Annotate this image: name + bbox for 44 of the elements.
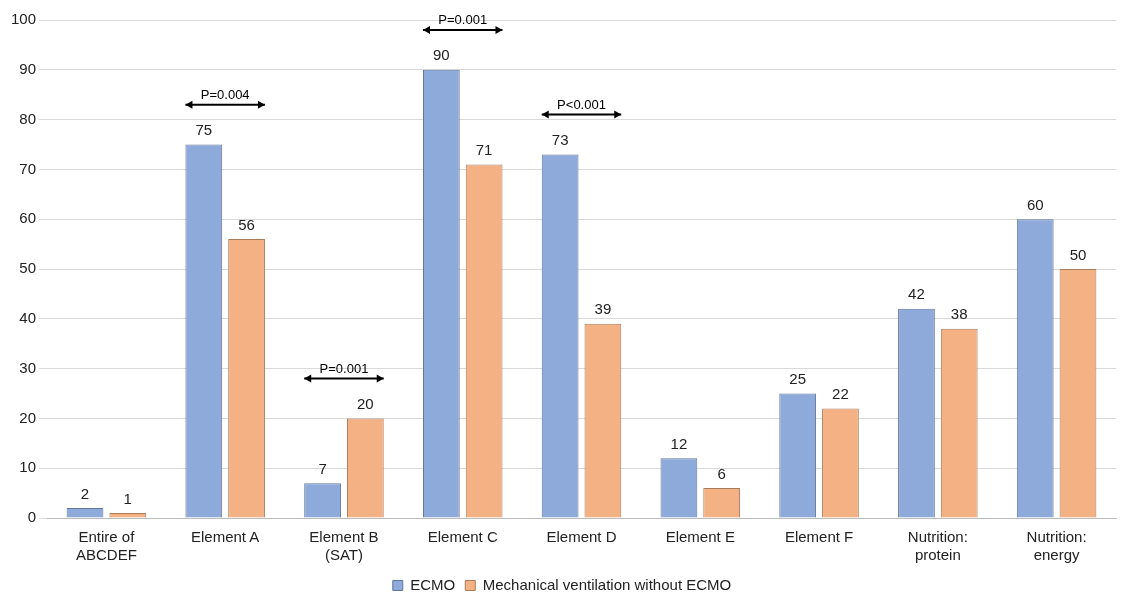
data-label: 73 [551,131,569,149]
data-label: 90 [433,46,450,64]
x-tick-label: Nutrition: protein [907,528,968,564]
annotation: P=0.001 [438,12,488,28]
x-tick-label: Element A [191,528,260,546]
data-label: 1 [123,489,132,507]
x-tick-label: Element F [784,528,854,546]
data-label: 75 [195,121,213,139]
annotation: P<0.001 [557,96,606,112]
annotation: P=0.004 [200,86,250,102]
data-label: 2 [80,484,90,502]
y-tick-label: 100 [11,10,37,28]
y-tick-label: 40 [19,308,37,326]
x-tick-label: Element B (SAT) [309,528,379,564]
x-tick-label: Entire of ABCDEF [75,528,137,564]
legend-label: ECMO [410,575,456,593]
data-label: 25 [789,370,807,388]
y-tick-label: 30 [19,358,37,376]
data-label: 56 [238,215,255,233]
y-tick-label: 70 [19,159,37,177]
x-tick-label: Element D [546,528,617,546]
data-label: 50 [1069,245,1087,263]
data-label: 71 [475,141,493,159]
data-label: 12 [670,434,688,452]
data-label: 20 [357,395,374,413]
data-label: 60 [1026,195,1044,213]
x-tick-label: Element E [665,528,735,546]
x-tick-label: Element C [427,528,498,546]
data-label: 42 [908,285,925,303]
data-label: 38 [950,305,968,323]
data-label: 22 [832,385,849,403]
annotation: P=0.001 [319,360,369,376]
y-tick-label: 20 [19,408,37,426]
data-label: 39 [594,300,612,318]
y-tick-label: 80 [19,109,37,127]
data-label: 6 [717,464,726,482]
y-tick-label: 60 [19,209,37,227]
y-tick-label: 90 [19,59,37,77]
x-tick-label: Nutrition: energy [1026,528,1087,564]
data-label: 7 [318,459,327,477]
y-tick-label: 0 [27,508,37,526]
y-tick-label: 50 [19,259,37,277]
legend-label: Mechanical ventilation without ECMO [482,575,732,593]
y-tick-label: 10 [19,458,37,476]
